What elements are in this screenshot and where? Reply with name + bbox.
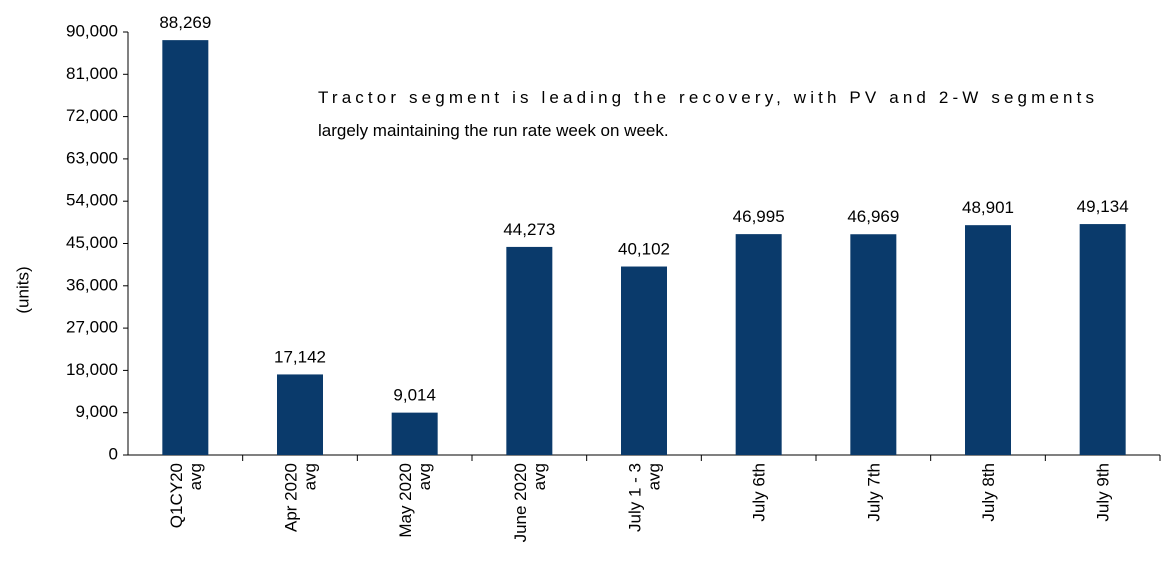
x-tick-label-line: avg [301,463,320,490]
x-tick-label: Q1CY20avg [167,463,205,528]
x-tick-label: July 8th [979,463,998,522]
x-tick-label-line: July 1 - 3 [626,463,645,532]
x-tick-label: May 2020avg [396,463,434,538]
x-tick-label-line: May 2020 [396,463,415,538]
value-label: 48,901 [962,198,1014,217]
x-tick-label-line: Apr 2020 [282,463,301,532]
x-tick-label-line: July 9th [1094,463,1113,522]
x-tick-label-line: avg [186,463,205,490]
bar [965,225,1011,455]
y-tick-label: 27,000 [66,318,118,337]
y-tick-label: 0 [109,444,118,463]
x-tick-label-line: Q1CY20 [167,463,186,528]
x-tick-label-line: avg [415,463,434,490]
x-tick-label-line: July 8th [979,463,998,522]
annotation: Tractor segment is leading the recovery,… [318,88,1094,107]
x-tick-label: July 7th [864,463,883,522]
value-label: 49,134 [1077,197,1129,216]
bar [391,412,438,455]
x-tick-label: July 6th [750,463,769,522]
y-tick-label: 90,000 [66,21,118,40]
bar [1079,224,1126,455]
y-tick-label: 18,000 [66,360,118,379]
value-label: 88,269 [159,13,211,32]
x-tick-label: July 1 - 3avg [626,463,664,532]
value-label: 40,102 [618,240,670,259]
x-tick-label-line: avg [530,463,549,490]
value-label: 17,142 [274,347,326,366]
x-tick-label: July 9th [1094,463,1113,522]
y-tick-label: 9,000 [75,402,118,421]
y-axis-label: (units) [13,266,32,313]
y-tick-label: 72,000 [66,106,118,125]
x-tick-label-line: July 7th [864,463,883,522]
bar [735,234,782,455]
y-tick-label: 63,000 [66,148,118,167]
annotation: largely maintaining the run rate week on… [318,121,669,140]
bar [506,246,553,455]
x-tick-label-line: June 2020 [511,463,530,542]
value-label: 46,969 [847,207,899,226]
bar [162,40,209,455]
y-tick-label: 81,000 [66,64,118,83]
x-tick-label-line: July 6th [750,463,769,522]
x-tick-label-line: avg [645,463,664,490]
y-tick-label: 36,000 [66,275,118,294]
value-label: 9,014 [393,386,436,405]
y-tick-label: 54,000 [66,191,118,210]
bar [621,266,667,455]
bar [850,234,897,455]
y-tick-label: 45,000 [66,233,118,252]
x-tick-label: Apr 2020avg [282,463,320,532]
bar [277,374,323,455]
value-label: 44,273 [503,220,555,239]
x-tick-label: June 2020avg [511,463,549,542]
value-label: 46,995 [733,207,785,226]
